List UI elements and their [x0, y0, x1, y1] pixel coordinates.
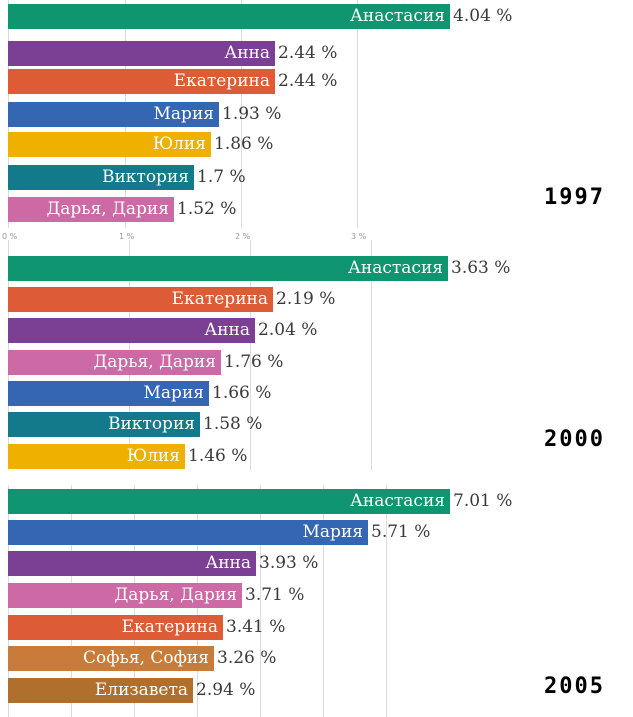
bar: Анастасия: [8, 256, 448, 281]
bar-label: Дарья, Дария: [114, 585, 237, 605]
value-label: 1.46 %: [188, 446, 248, 466]
value-label: 3.63 %: [451, 258, 511, 278]
bar: Анна: [8, 41, 275, 66]
value-label: 5.71 %: [371, 522, 431, 542]
bar: Юлия: [8, 444, 185, 469]
bar: Анастасия: [8, 4, 450, 29]
bar-label: Мария: [143, 383, 204, 403]
value-label: 2.04 %: [258, 320, 318, 340]
bar-label: Анастасия: [348, 258, 443, 278]
value-label: 4.04 %: [453, 6, 513, 26]
value-label: 2.44 %: [278, 43, 338, 63]
gridline: [260, 485, 261, 717]
bar-label: Мария: [153, 104, 214, 124]
bar: Юлия: [8, 132, 211, 157]
bar: Елизавета: [8, 678, 193, 703]
bar-label: Мария: [302, 522, 363, 542]
bar-label: Софья, София: [83, 648, 209, 668]
year-label: 2005: [544, 674, 605, 699]
value-label: 1.52 %: [177, 199, 237, 219]
value-label: 1.76 %: [224, 352, 284, 372]
chart-panel-1997: 1997 Анастасия 4.04 % Анна 2.44 % Екатерина 2…: [0, 0, 623, 228]
bar-label: Виктория: [101, 167, 189, 187]
bar: Виктория: [8, 165, 194, 190]
value-label: 1.93 %: [222, 104, 282, 124]
bar-label: Елизавета: [94, 680, 188, 700]
gridline: [241, 0, 242, 228]
bar-label: Анастасия: [350, 6, 445, 26]
bar: Дарья, Дария: [8, 350, 221, 375]
bar: Анна: [8, 551, 256, 576]
bar-label: Виктория: [107, 414, 195, 434]
bar-label: Анна: [224, 43, 270, 63]
bar: Екатерина: [8, 615, 223, 640]
gridline: [250, 240, 251, 470]
chart-panel-2005: 2005 Анастасия 7.01 % Мария 5.71 % Анна 3.93 …: [0, 485, 623, 717]
bar: Анна: [8, 318, 255, 343]
bar-label: Анна: [205, 553, 251, 573]
tick-label: 2 %: [235, 232, 251, 241]
panel-separator: [0, 228, 633, 240]
bar: Мария: [8, 381, 209, 406]
bar: Екатерина: [8, 69, 275, 94]
value-label: 1.86 %: [214, 134, 274, 154]
tick-label: 0 %: [2, 232, 18, 241]
value-label: 3.71 %: [245, 585, 305, 605]
bar-label: Дарья, Дария: [93, 352, 216, 372]
bar-label: Дарья, Дария: [46, 199, 169, 219]
bar: Софья, София: [8, 646, 214, 671]
bar-label: Анна: [204, 320, 250, 340]
bar: Виктория: [8, 412, 200, 437]
tick-label: 1 %: [119, 232, 135, 241]
bar-label: Юлия: [152, 134, 206, 154]
gridline: [386, 485, 387, 717]
bar: Дарья, Дария: [8, 197, 174, 222]
bar: Екатерина: [8, 287, 273, 312]
bar: Мария: [8, 520, 368, 545]
value-label: 2.94 %: [196, 680, 256, 700]
year-label: 1997: [544, 185, 605, 210]
value-label: 3.41 %: [226, 617, 286, 637]
bar: Анастасия: [8, 489, 450, 514]
value-label: 1.66 %: [212, 383, 272, 403]
value-label: 1.7 %: [197, 167, 246, 187]
bar: Дарья, Дария: [8, 583, 242, 608]
bar-label: Анастасия: [350, 491, 445, 511]
bar-label: Юлия: [126, 446, 180, 466]
value-label: 2.44 %: [278, 71, 338, 91]
bar-label: Екатерина: [171, 289, 268, 309]
value-label: 3.26 %: [217, 648, 277, 668]
chart-panel-2000: 2000 Анастасия 3.63 % Екатерина 2.19 % Анна 2…: [0, 240, 623, 470]
value-label: 1.58 %: [203, 414, 263, 434]
gridline: [371, 240, 372, 470]
panel-separator: [0, 470, 633, 485]
value-label: 7.01 %: [453, 491, 513, 511]
value-label: 2.19 %: [276, 289, 336, 309]
bar-label: Екатерина: [173, 71, 270, 91]
gridline: [357, 0, 358, 228]
tick-label: 3 %: [351, 232, 367, 241]
bar-label: Екатерина: [121, 617, 218, 637]
value-label: 3.93 %: [259, 553, 319, 573]
year-label: 2000: [544, 427, 605, 452]
bar: Мария: [8, 102, 219, 127]
gridline: [323, 485, 324, 717]
